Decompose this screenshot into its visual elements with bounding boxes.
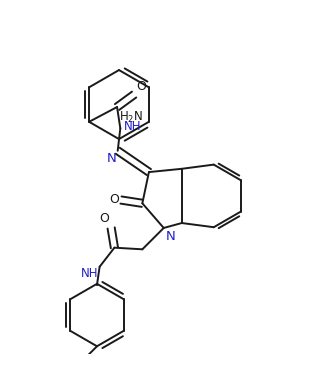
- Text: O: O: [136, 80, 146, 93]
- Text: H$_2$N: H$_2$N: [119, 110, 143, 125]
- Text: NH: NH: [124, 120, 142, 133]
- Text: N: N: [165, 230, 175, 242]
- Text: O: O: [100, 212, 110, 225]
- Text: NH: NH: [81, 268, 98, 280]
- Text: O: O: [109, 193, 119, 206]
- Text: N: N: [106, 152, 116, 165]
